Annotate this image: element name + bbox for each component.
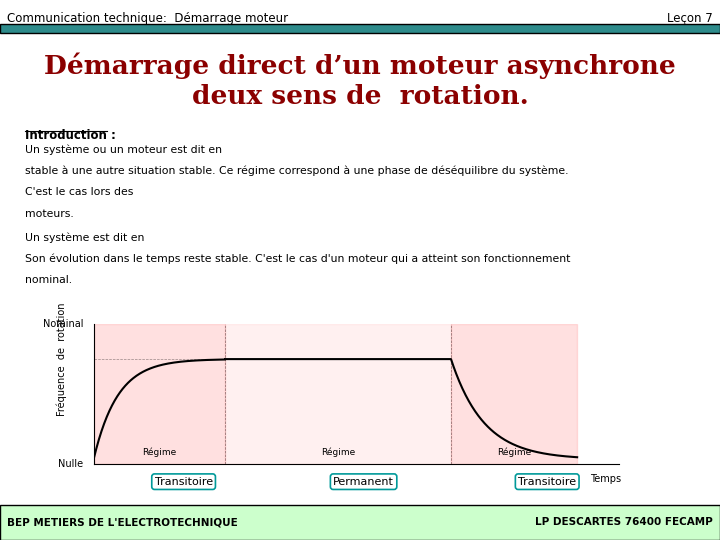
Text: nominal.: nominal. xyxy=(25,275,72,286)
Text: Nulle: Nulle xyxy=(58,460,83,469)
Text: Un système est dit en: Un système est dit en xyxy=(25,232,148,242)
Text: Démarrage direct d’un moteur asynchrone: Démarrage direct d’un moteur asynchrone xyxy=(44,52,676,79)
FancyBboxPatch shape xyxy=(0,505,720,540)
Text: Temps: Temps xyxy=(590,474,621,484)
Text: Nominal: Nominal xyxy=(42,319,83,329)
Text: Régime: Régime xyxy=(142,448,176,457)
Text: Fréquence  de  rotation: Fréquence de rotation xyxy=(57,302,67,416)
Text: BEP METIERS DE L'ELECTROTECHNIQUE: BEP METIERS DE L'ELECTROTECHNIQUE xyxy=(7,517,238,527)
Text: deux sens de  rotation.: deux sens de rotation. xyxy=(192,84,528,109)
FancyBboxPatch shape xyxy=(0,24,720,33)
Text: Permanent: Permanent xyxy=(333,477,394,487)
Text: stable à une autre situation stable. Ce régime correspond à une phase de déséqui: stable à une autre situation stable. Ce … xyxy=(25,166,569,176)
Text: Leçon 7: Leçon 7 xyxy=(667,12,713,25)
Text: Régime: Régime xyxy=(497,448,531,457)
Bar xyxy=(225,324,451,464)
Bar xyxy=(94,324,225,464)
Text: LP DESCARTES 76400 FECAMP: LP DESCARTES 76400 FECAMP xyxy=(535,517,713,527)
Bar xyxy=(451,324,577,464)
Text: Communication technique:  Démarrage moteur: Communication technique: Démarrage moteu… xyxy=(7,12,288,25)
Text: Un système ou un moteur est dit en: Un système ou un moteur est dit en xyxy=(25,144,225,154)
Text: Son évolution dans le temps reste stable. C'est le cas d'un moteur qui a atteint: Son évolution dans le temps reste stable… xyxy=(25,254,570,264)
Text: Introduction :: Introduction : xyxy=(25,129,116,141)
Text: Transitoire: Transitoire xyxy=(518,477,576,487)
Text: Transitoire: Transitoire xyxy=(155,477,212,487)
Text: Régime: Régime xyxy=(321,448,355,457)
Text: C'est le cas lors des: C'est le cas lors des xyxy=(25,187,137,198)
Text: moteurs.: moteurs. xyxy=(25,209,74,219)
